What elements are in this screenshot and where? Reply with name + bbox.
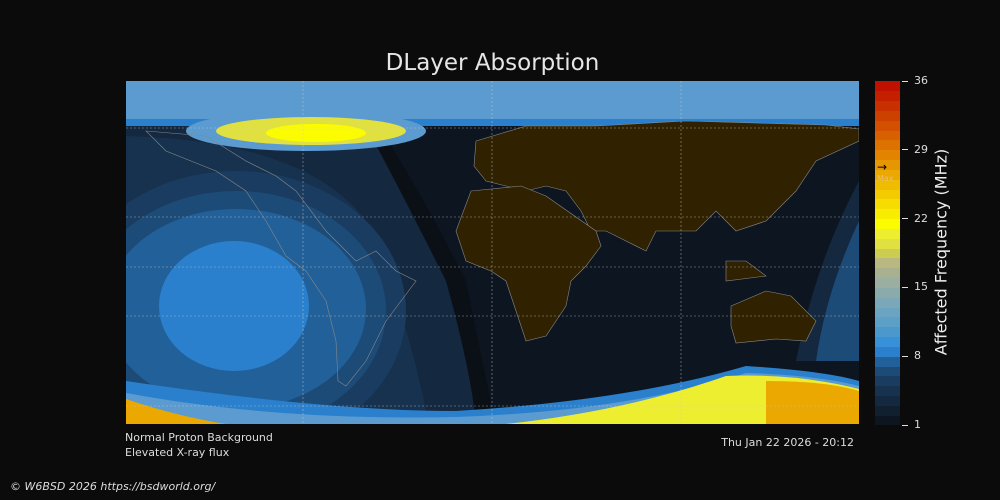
copyright: © W6BSD 2026 https://bsdworld.org/ (10, 480, 216, 493)
colorbar-segment (875, 336, 900, 347)
colorbar-segment (875, 267, 900, 279)
colorbar-segment (875, 130, 900, 141)
colorbar-tick-label: 8 (902, 349, 921, 362)
colorbar-segment (875, 385, 900, 396)
colorbar-segment (875, 228, 900, 239)
colorbar-segment (875, 307, 900, 318)
day-region (126, 121, 859, 424)
colorbar-label: Affected Frequency (MHz) (931, 148, 951, 356)
grid (126, 81, 859, 424)
colorbar-segment (875, 248, 900, 259)
max-arrow-icon: → (877, 160, 888, 175)
colorbar-segment (875, 198, 900, 210)
colorbar-segment (875, 179, 900, 190)
land (455, 120, 859, 344)
colorbar-segment (875, 366, 900, 377)
colorbar-segment (875, 287, 900, 298)
colorbar (875, 81, 900, 426)
colorbar-segment (875, 90, 900, 102)
colorbar-tick-label: 22 (902, 212, 928, 225)
colorbar-segment (875, 120, 900, 131)
note-proton: Normal Proton Background (125, 431, 273, 444)
colorbar-segment (875, 189, 900, 200)
colorbar-segment (875, 277, 900, 288)
colorbar-segment (875, 297, 900, 308)
polar-cap-south (126, 366, 859, 424)
colorbar-segment (875, 218, 900, 229)
colorbar-segment (875, 169, 900, 180)
colorbar-segment (875, 81, 900, 92)
max-marker: → Max (877, 160, 894, 183)
colorbar-segment (875, 100, 900, 111)
colorbar-tick-label: 36 (902, 74, 928, 87)
colorbar-segment (875, 316, 900, 328)
colorbar-segment (875, 208, 900, 220)
max-label: Max (877, 174, 894, 184)
timestamp: Thu Jan 22 2026 - 20:12 (721, 436, 854, 449)
colorbar-segment (875, 356, 900, 367)
colorbar-segment (875, 257, 900, 269)
colorbar-segment (875, 238, 900, 249)
note-xray: Elevated X-ray flux (125, 446, 230, 459)
land-americas (145, 130, 417, 387)
colorbar-tick-label: 15 (902, 280, 928, 293)
colorbar-tick-label: 29 (902, 143, 928, 156)
colorbar-segment (875, 326, 900, 338)
colorbar-segment (875, 346, 900, 357)
colorbar-segment (875, 159, 900, 170)
colorbar-segment (875, 149, 900, 161)
colorbar-segment (875, 395, 900, 406)
colorbar-segment (875, 139, 900, 151)
chart-title: DLayer Absorption (385, 50, 600, 76)
colorbar-segment (875, 375, 900, 387)
colorbar-segment (875, 110, 900, 121)
colorbar-tick-label: 1 (902, 418, 921, 431)
absorption-map (126, 81, 859, 424)
colorbar-segment (875, 405, 900, 416)
colorbar-segment (875, 415, 900, 426)
